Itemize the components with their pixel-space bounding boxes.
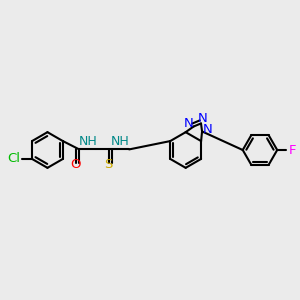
Text: NH: NH [111, 135, 130, 148]
Text: NH: NH [79, 135, 97, 148]
Text: N: N [202, 123, 212, 136]
Text: S: S [104, 158, 112, 171]
Text: N: N [198, 112, 207, 124]
Text: F: F [289, 143, 296, 157]
Text: O: O [70, 158, 81, 171]
Text: N: N [183, 117, 193, 130]
Text: Cl: Cl [7, 152, 20, 165]
